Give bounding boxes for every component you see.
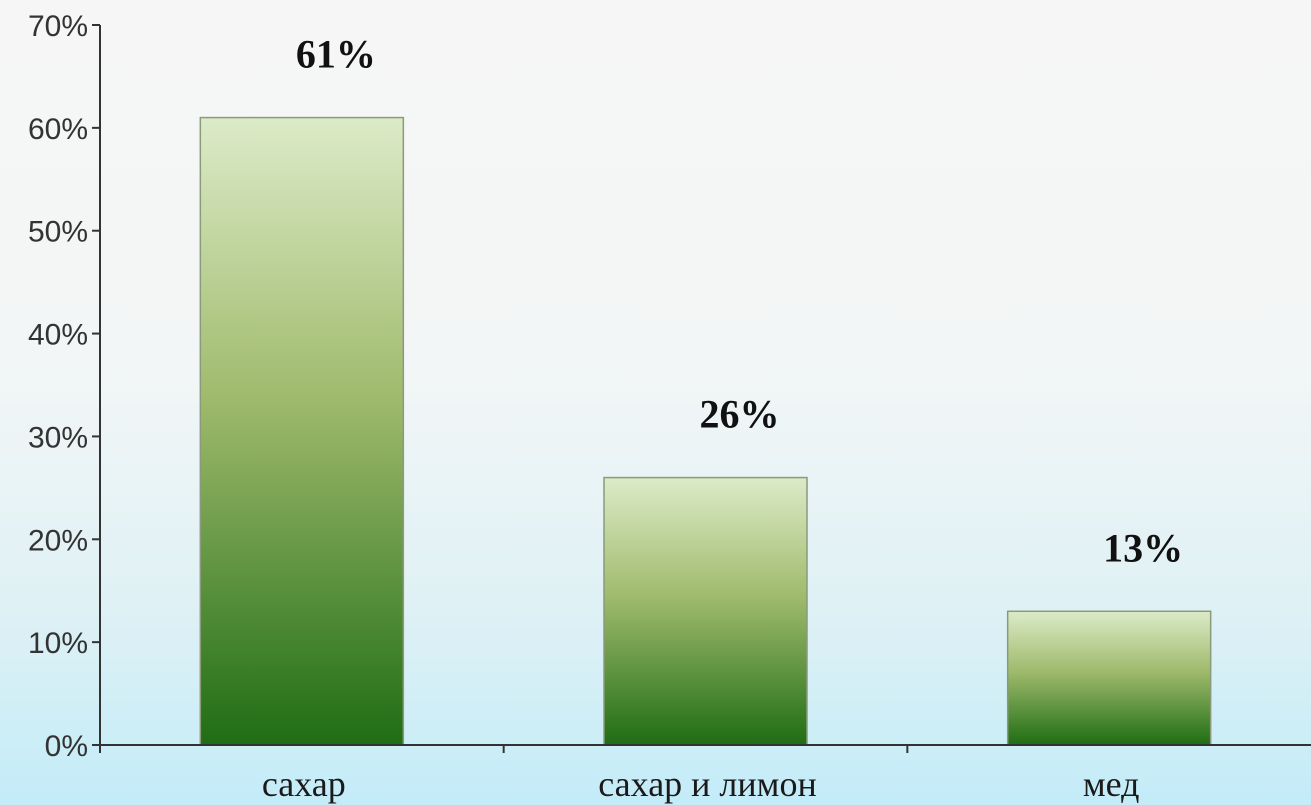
- x-axis-labels: сахар сахар и лимон мед: [262, 764, 1140, 804]
- bar-1: [199, 116, 405, 746]
- data-labels: 61% 26% 13%: [296, 32, 1183, 571]
- y-tick-label: 10%: [28, 627, 88, 660]
- data-label-2: 26%: [700, 392, 780, 437]
- category-label-3: мед: [1083, 764, 1140, 804]
- data-label-3: 13%: [1103, 525, 1183, 570]
- data-label-1: 61%: [296, 32, 376, 77]
- y-tick-label: 30%: [28, 421, 88, 454]
- category-label-2: сахар и лимон: [598, 764, 816, 804]
- y-axis-ticks: 0% 10% 20% 30% 40% 50% 60% 70%: [28, 10, 100, 763]
- bars: [199, 116, 1212, 746]
- y-tick-label: 70%: [28, 10, 88, 43]
- bar-2: [603, 476, 808, 746]
- bar-3: [1006, 610, 1212, 746]
- y-tick-label: 20%: [28, 524, 88, 557]
- y-tick-label: 0%: [45, 730, 88, 763]
- x-axis-ticks: [99, 745, 909, 753]
- category-label-1: сахар: [262, 764, 346, 804]
- y-tick-label: 40%: [28, 319, 88, 352]
- axes: [99, 25, 1311, 746]
- y-tick-label: 50%: [28, 216, 88, 249]
- y-tick-label: 60%: [28, 113, 88, 146]
